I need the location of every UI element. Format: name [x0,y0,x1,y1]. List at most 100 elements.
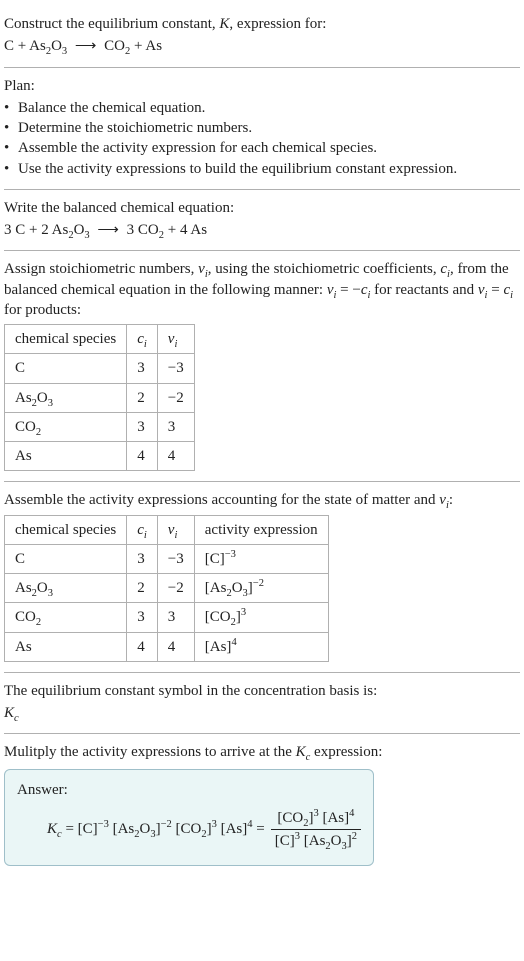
cell-activity: [C]−3 [194,544,328,573]
th-species: chemical species [5,325,127,354]
sp-a: CO [15,609,36,625]
assign-b: , using the stoichiometric coefficients, [208,261,441,277]
table-row: As2O3 2 −2 [As2O3]−2 [5,574,329,603]
stoich-table: chemical species ci νi C 3 −3 As2O3 2 −2… [4,324,195,471]
th-ci: ci [127,325,158,354]
ans-t1: [C] [78,821,98,837]
section-assign: Assign stoichiometric numbers, νi, using… [4,251,520,482]
nui-i: i [174,530,177,541]
bullet-icon: • [4,118,18,138]
sp-b: O [37,580,48,596]
bullet-icon: • [4,98,18,118]
assign-nu: ν [198,261,205,277]
sp-s2: 3 [48,398,53,409]
asm-b: : [449,492,453,508]
kc-k: K [4,705,14,721]
asm-a: Assemble the activity expressions accoun… [4,492,439,508]
arrow-icon: ⟶ [71,36,101,56]
section-intro: Construct the equilibrium constant, K, e… [4,6,520,68]
num-c: [As] [319,810,349,826]
cell-species: C [5,354,127,383]
cell-nui: 4 [157,632,194,661]
bal-plus: + [164,222,180,238]
cell-species: C [5,544,127,573]
den-c: O [331,833,342,849]
coef-c: 3 [4,222,12,238]
plan-list: •Balance the chemical equation. •Determi… [4,98,520,179]
intro-text-b: , expression for: [229,16,326,32]
num-sup2: 4 [349,808,354,819]
plan-item-text: Determine the stoichiometric numbers. [18,118,252,138]
assign-d: for reactants and [370,282,477,298]
frac-denominator: [C]3 [As2O3]2 [271,829,361,851]
ans-t2b: O [140,821,151,837]
ans-t2-sup: −2 [161,819,172,830]
symbol-kc: Kc [4,703,520,723]
table-row: CO2 3 3 [5,412,195,441]
ci-c: c [137,522,144,538]
page-root: Construct the equilibrium constant, K , e… [0,0,524,886]
cell-nui: −2 [157,574,194,603]
den-b: [As [300,833,325,849]
plan-item: •Balance the chemical equation. [4,98,520,118]
bal-as: As [49,222,69,238]
cell-species: CO2 [5,412,127,441]
intro-line1: Construct the equilibrium constant, K, e… [4,14,520,34]
bullet-icon: • [4,159,18,179]
intro-lhs: C + As [4,38,46,54]
th-nui: νi [157,515,194,544]
activity-table: chemical species ci νi activity expressi… [4,515,329,662]
sp-a: CO [15,419,36,435]
assign-c: c [440,261,447,277]
plan-item: •Use the activity expressions to build t… [4,159,520,179]
ans-t1-sup: −3 [98,819,109,830]
cell-nui: 3 [157,603,194,632]
intro-o-sub: 3 [62,46,67,57]
ae-a: [As] [205,639,232,655]
cell-ci: 3 [127,544,158,573]
bal-c: C + [12,222,42,238]
ans-t2a: [As [109,821,134,837]
answer-equation: Kc = [C]−3 [As2O3]−2 [CO2]3 [As]4 = [CO2… [17,808,361,852]
balanced-equation: 3 C + 2 As2O3 ⟶ 3 CO2 + 4 As [4,220,520,240]
table-row: chemical species ci νi [5,325,195,354]
symbol-text: The equilibrium constant symbol in the c… [4,681,520,701]
sp-b: O [37,390,48,406]
mul-K: K [296,744,306,760]
intro-text-a: Construct the equilibrium constant, [4,16,219,32]
plan-item: •Determine the stoichiometric numbers. [4,118,520,138]
table-row: As 4 4 [5,442,195,471]
table-row: As 4 4 [As]4 [5,632,329,661]
ans-K: K [47,821,57,837]
intro-co: CO [104,38,125,54]
th-activity: activity expression [194,515,328,544]
num-a: [CO [277,810,303,826]
bal-co: CO [134,222,159,238]
cell-species: As2O3 [5,574,127,603]
table-row: CO2 3 3 [CO2]3 [5,603,329,632]
answer-box: Answer: Kc = [C]−3 [As2O3]−2 [CO2]3 [As]… [4,769,374,867]
ae-a: [CO [205,609,231,625]
table-row: chemical species ci νi activity expressi… [5,515,329,544]
intro-plus-as: + As [130,38,162,54]
eq2-nu: ν [478,282,485,298]
ae-b: O [232,580,243,596]
ans-lhs: Kc = [C]−3 [As2O3]−2 [CO2]3 [As]4 = [47,819,265,839]
ae-sup: 3 [241,607,246,618]
plan-item-text: Use the activity expressions to build th… [18,159,457,179]
plan-item-text: Assemble the activity expression for eac… [18,138,377,158]
intro-equation: C + As2O3 ⟶ CO2 + As [4,36,520,56]
plan-item-text: Balance the chemical equation. [18,98,205,118]
ae-sup: −2 [253,578,264,589]
balanced-title: Write the balanced chemical equation: [4,198,520,218]
cell-activity: [As2O3]−2 [194,574,328,603]
section-symbol: The equilibrium constant symbol in the c… [4,673,520,735]
ae-sup: 4 [231,637,236,648]
bal-o-sub: 3 [84,230,89,241]
ans-t4: [As] [217,821,247,837]
section-balanced: Write the balanced chemical equation: 3 … [4,190,520,252]
th-ci: ci [127,515,158,544]
table-row: C 3 −3 [C]−3 [5,544,329,573]
ci-i: i [144,339,147,350]
intro-o: O [51,38,62,54]
